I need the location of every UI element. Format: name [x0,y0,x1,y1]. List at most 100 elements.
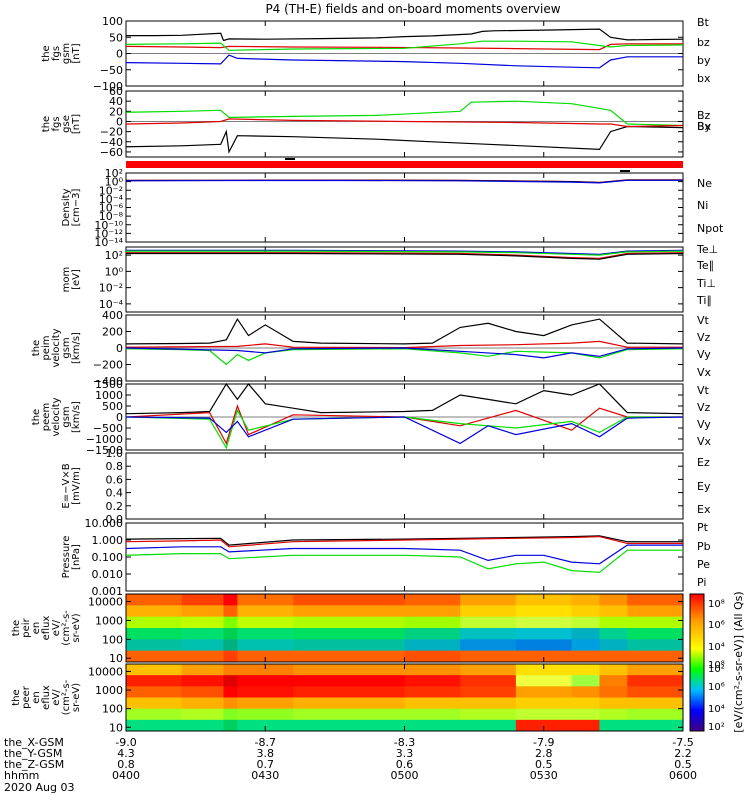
y-tick-label: 500 [102,400,123,413]
series-line-Vx [125,416,684,445]
y-axis-label: the [41,45,52,61]
y-tick-label: 0.2 [106,500,124,513]
ephemeris-value: -8.3 [394,736,415,749]
series-line-Bt [126,28,684,42]
y-tick-label: 1000 [95,614,123,627]
spectrogram-cell [627,708,684,721]
spectrogram-cell [599,639,628,652]
y-axis-label: mom [61,267,72,293]
spectrogram-cell [293,675,405,687]
legend-entry: Pe [697,558,710,571]
spectrogram-cell [181,605,224,618]
spectrogram-cell [181,686,224,698]
spectrogram-cell [181,616,224,629]
y-axis-label: [nT] [71,114,82,134]
series-line-Vz [125,340,683,349]
spectrogram-cell [223,605,238,618]
y-axis-label: the [31,409,42,425]
legend-entry: Ey [697,480,711,493]
spectrogram-cell [515,639,573,652]
spectrogram-cell [627,639,684,652]
y-axis-label: gsm [61,337,72,358]
spectrogram-cell [126,686,183,698]
spectrogram-cell [126,664,183,676]
series-line-Bz [125,125,684,154]
y-tick-label: 0.100 [92,551,124,564]
spectrogram-cell [460,605,517,618]
y-axis-label: gse [61,115,72,133]
legend-entry: Pi [697,576,706,589]
y-tick-label: 100 [102,703,123,716]
y-axis-label: (cm²-s- [61,679,72,715]
spectrogram-cell [627,650,684,663]
spectrogram-cell [515,650,573,663]
spectrogram-cell [237,675,294,687]
series-line-Pe [125,549,683,573]
spectrogram-cell [181,675,224,687]
colorbar-tick-label: 10⁴ [708,642,725,653]
y-tick-label: 10000 [88,596,123,609]
panel-frame [125,522,684,592]
spectrogram-cell [404,664,461,676]
spectrogram-cell [515,616,573,629]
y-tick-label: −1500 [86,444,123,457]
spectrogram-cell [126,708,183,721]
spectrogram-cell [237,594,294,606]
y-axis-label: eflux [41,616,52,641]
spectrogram-cell [460,650,517,663]
spectrogram-cell [571,675,600,687]
panel-9: 10000 1000 100 10 the peir en eflux eV/(cm²-s-sr… [11,593,684,665]
y-axis-label: Pressure [61,536,72,579]
y-tick-label: 1000 [95,389,123,402]
flag-mark [285,158,295,160]
panel-8: 10.000 1.000 0.100 0.010 0.001 Pressure [nPa] P… [61,517,711,598]
spectrogram-cell [237,697,294,710]
colorbar-tick-label: 10² [708,722,725,733]
spectrogram-cell [460,664,517,676]
spectrogram-cell [460,594,517,606]
spectrogram-cell [599,605,628,618]
y-axis-label: E=−V×B [61,463,72,508]
spectrogram-cell [126,650,183,663]
y-axis-label: the [31,340,42,356]
spectrogram-cell [627,628,684,640]
spectrogram-cell [293,697,405,710]
ephemeris-value: 0500 [391,769,419,782]
legend-entry: Te⊥ [696,243,718,256]
spectrogram-cell [237,708,294,721]
y-axis-label: peer [21,685,32,709]
y-axis-label: en [31,622,42,635]
y-axis-label: peim [41,335,52,360]
y-tick-label: 10⁰ [105,265,124,278]
flag-bar-red [126,161,683,168]
spectrogram-cell [223,639,238,652]
y-tick-label: 10⁻⁴ [99,298,124,311]
y-tick-label: −100 [93,80,123,93]
spectrogram-cell [460,639,517,652]
spectrogram-cell [293,628,405,640]
spectrogram-cell [515,686,573,698]
y-axis-label: [cm−3] [71,189,82,227]
legend-entry: Ne [697,177,712,190]
legend-entry: Vx [697,435,712,448]
colorbar-label: [eV/(cm²-s-sr-eV)] (All Qs) [732,591,745,732]
spectrogram-cell [293,650,405,663]
spectrogram-cell [293,639,405,652]
spectrogram-cell [223,650,238,663]
y-tick-label: 0 [116,48,123,61]
y-axis-label: [nPa] [71,544,82,570]
spectrogram-cell [404,650,461,663]
y-tick-label: 10.000 [85,517,124,530]
y-tick-label: −40 [100,136,123,149]
y-axis-label: eV/ [51,689,62,706]
y-tick-label: −20 [100,126,123,139]
spectrogram-cell [181,697,224,710]
y-tick-label: 10⁻² [99,184,123,197]
spectrogram-cell [404,605,461,618]
y-axis-label: [nT] [71,43,82,63]
flag-mark [620,170,630,172]
y-tick-label: 0.0 [106,513,124,526]
y-axis-label: gsm [61,43,72,64]
